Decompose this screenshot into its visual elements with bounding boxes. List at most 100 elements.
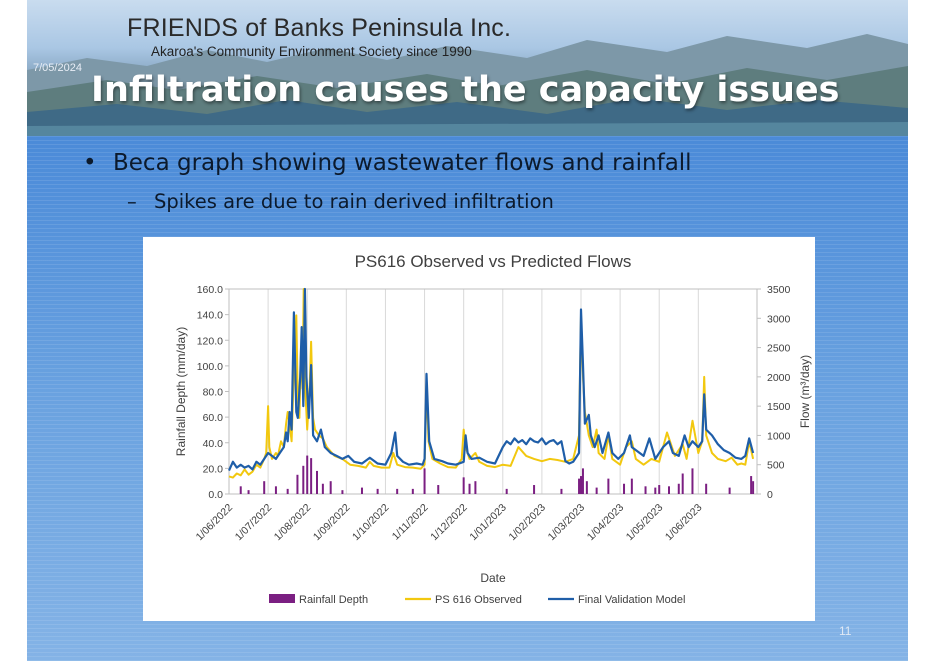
- sub-bullet-point: – Spikes are due to rain derived infiltra…: [127, 190, 554, 213]
- y-left-tick-label: 120.0: [197, 335, 223, 347]
- rainfall-bar: [681, 473, 684, 494]
- rainfall-bar: [376, 488, 379, 494]
- x-tick-label: 1/09/2022: [311, 502, 353, 544]
- mountain-landscape-image: [27, 34, 908, 136]
- rainfall-bar: [677, 483, 680, 494]
- rainfall-bar: [595, 487, 598, 494]
- rainfall-bar: [423, 468, 426, 494]
- rainfall-bar: [668, 486, 670, 494]
- x-tick-label: 1/07/2022: [233, 502, 275, 544]
- slide-title: Infiltration causes the capacity issues: [91, 70, 840, 110]
- x-tick-label: 1/02/2023: [506, 502, 548, 544]
- slide-date: 7/05/2024: [33, 62, 82, 74]
- x-axis-label: Date: [480, 571, 506, 585]
- y-left-tick-label: 0.0: [208, 489, 223, 501]
- y-left-tick-label: 20.0: [203, 463, 224, 475]
- rainfall-bar: [263, 481, 266, 494]
- rainfall-bar: [316, 470, 318, 494]
- x-tick-label: 1/11/2022: [390, 502, 431, 543]
- x-tick-label: 1/04/2023: [585, 502, 627, 544]
- x-tick-label: 1/01/2023: [467, 502, 509, 544]
- rainfall-bar: [630, 478, 633, 494]
- x-tick-label: 1/08/2022: [272, 502, 314, 544]
- rainfall-bar: [578, 478, 581, 494]
- rainfall-bar: [533, 485, 536, 494]
- rainfall-bar: [750, 476, 753, 494]
- y-right-axis-label: Flow (m³/day): [798, 355, 812, 428]
- rainfall-bar: [607, 478, 610, 494]
- x-tick-label: 1/06/2023: [663, 502, 705, 544]
- organization-name: FRIENDS of Banks Peninsula Inc.: [127, 14, 512, 42]
- x-tick-label: 1/05/2023: [624, 502, 666, 544]
- header-banner: FRIENDS of Banks Peninsula Inc. Akaroa's…: [27, 0, 908, 136]
- rainfall-bar: [302, 465, 305, 494]
- y-left-tick-label: 60.0: [203, 412, 224, 424]
- rainfall-bar: [644, 486, 647, 494]
- rainfall-bar: [286, 488, 289, 494]
- rainfall-bar: [728, 487, 731, 494]
- legend-label: Final Validation Model: [578, 594, 685, 606]
- legend-label: PS 616 Observed: [435, 594, 522, 606]
- rainfall-bar: [654, 487, 657, 494]
- rainfall-bar: [462, 477, 465, 494]
- rainfall-bar: [474, 481, 477, 494]
- y-right-tick-label: 500: [767, 460, 785, 472]
- rainfall-bar: [239, 486, 242, 494]
- organization-tagline: Akaroa's Community Environment Society s…: [151, 44, 472, 59]
- rainfall-bar: [296, 474, 299, 494]
- x-tick-label: 1/12/2022: [428, 502, 470, 544]
- x-tick-label: 1/10/2022: [350, 502, 392, 544]
- slide: FRIENDS of Banks Peninsula Inc. Akaroa's…: [27, 0, 908, 661]
- legend-swatch: [269, 594, 295, 603]
- x-tick-label: 1/06/2022: [194, 502, 236, 544]
- legend-label: Rainfall Depth: [299, 594, 368, 606]
- rainfall-bar: [623, 483, 626, 494]
- rainfall-bar: [411, 488, 414, 494]
- rainfall-bar: [752, 481, 755, 494]
- sub-bullet-text: Spikes are due to rain derived infiltrat…: [154, 190, 554, 213]
- rainfall-bar: [360, 487, 363, 494]
- bullet-text: Beca graph showing wastewater flows and …: [113, 150, 692, 176]
- y-left-axis-label: Rainfall Depth (mm/day): [174, 327, 188, 456]
- rainfall-bar: [274, 486, 277, 494]
- y-left-tick-label: 40.0: [203, 438, 224, 450]
- bullet-point: • Beca graph showing wastewater flows and…: [83, 150, 692, 176]
- y-left-tick-label: 140.0: [197, 310, 223, 322]
- rainfall-bar: [329, 481, 332, 494]
- flow-chart: PS616 Observed vs Predicted Flows 1/06/20…: [143, 237, 815, 621]
- rainfall-bar: [341, 490, 344, 494]
- y-left-tick-label: 160.0: [197, 284, 223, 296]
- rainfall-bar: [306, 455, 309, 494]
- rainfall-bar: [505, 488, 508, 494]
- x-tick-label: 1/03/2023: [546, 502, 588, 544]
- dash-icon: –: [127, 190, 137, 213]
- rainfall-bar: [658, 485, 661, 494]
- y-right-tick-label: 1500: [767, 401, 791, 413]
- rainfall-bar: [581, 468, 584, 494]
- rainfall-bar: [437, 485, 440, 494]
- rainfall-bar: [585, 481, 588, 494]
- y-right-tick-label: 1000: [767, 430, 791, 442]
- series-line: [228, 288, 755, 479]
- rainfall-bar: [247, 490, 250, 494]
- y-right-tick-label: 3500: [767, 284, 791, 296]
- y-right-tick-label: 0: [767, 489, 773, 501]
- chart-svg: PS616 Observed vs Predicted Flows 1/06/20…: [174, 252, 812, 606]
- chart-title: PS616 Observed vs Predicted Flows: [355, 252, 632, 271]
- bullet-dot-icon: •: [83, 150, 97, 176]
- rainfall-bar: [321, 483, 324, 494]
- rainfall-bar: [705, 483, 708, 494]
- rainfall-bar: [691, 468, 694, 494]
- y-right-tick-label: 2000: [767, 372, 791, 384]
- rainfall-bar: [580, 476, 582, 494]
- y-left-tick-label: 80.0: [203, 387, 224, 399]
- series-line: [227, 287, 755, 472]
- rainfall-bar: [468, 483, 471, 494]
- rainfall-bar: [396, 488, 399, 494]
- rainfall-bar: [310, 458, 313, 494]
- page-number: 11: [839, 624, 852, 638]
- y-right-tick-label: 2500: [767, 343, 791, 355]
- rainfall-bar: [560, 488, 563, 494]
- y-right-tick-label: 3000: [767, 313, 791, 325]
- y-left-tick-label: 100.0: [197, 361, 223, 373]
